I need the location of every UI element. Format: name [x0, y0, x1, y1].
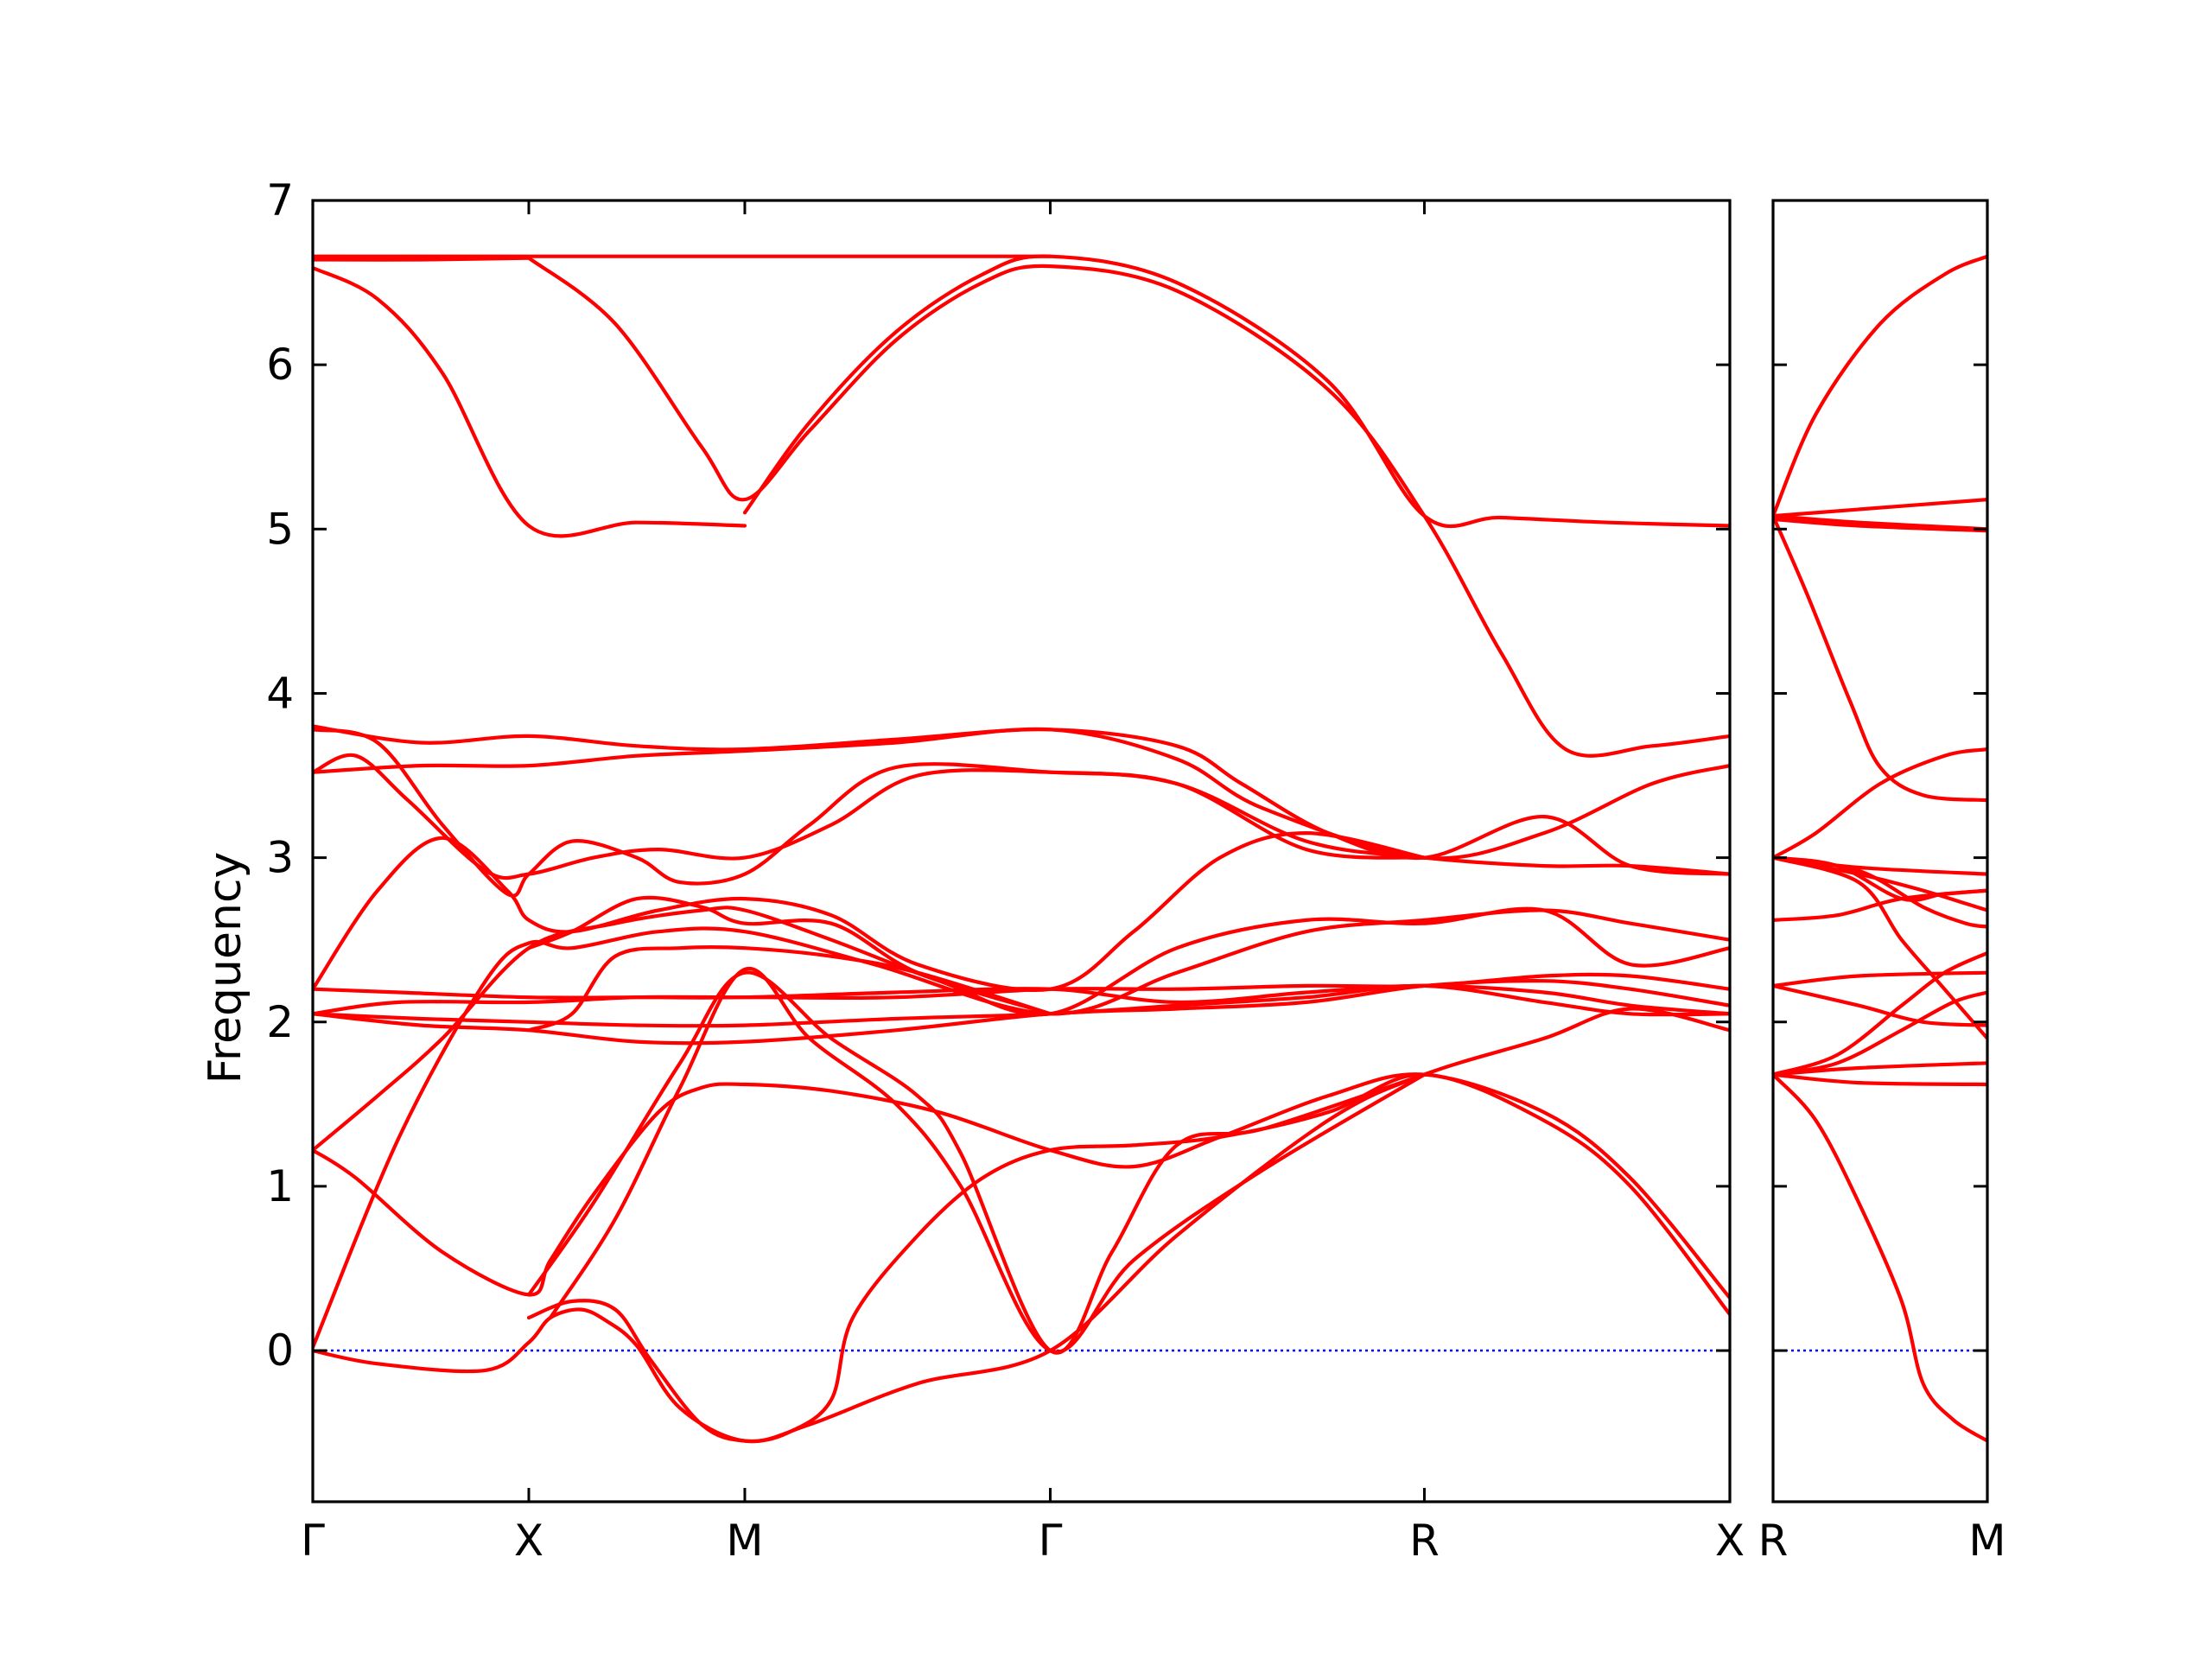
y-tick-label: 3 [266, 833, 294, 883]
phonon-band-13 [313, 727, 1730, 861]
y-tick-label: 7 [266, 175, 294, 226]
phonon-band-9 [526, 1072, 1730, 1444]
x-tick-label: R [1409, 1516, 1440, 1566]
phonon-band-13 [1773, 983, 1987, 1027]
phonon-band-15 [1773, 1072, 1987, 1087]
y-tick-label: 5 [266, 504, 294, 554]
phonon-band-2 [313, 265, 747, 538]
phonon-band-18 [1773, 1072, 1987, 1443]
phonon-band-5 [1773, 747, 1987, 860]
y-tick-label: 4 [266, 668, 294, 718]
phonon-band-3 [1773, 517, 1987, 533]
plot-frame [1771, 199, 1989, 1503]
y-tick-label: 0 [266, 1325, 294, 1376]
y-tick-label: 6 [266, 340, 294, 390]
phonon-band-4 [1773, 514, 1987, 803]
phonon-band-0 [1773, 254, 1987, 518]
phonon-band-10 [526, 970, 1427, 1355]
phonon-band-7 [313, 908, 1730, 1350]
phonon-band-17 [1773, 990, 1987, 1077]
x-tick-label: R [1758, 1516, 1789, 1566]
phonon-band-15 [313, 728, 1427, 898]
phonon-band-18 [313, 983, 1730, 1016]
y-axis-label: Frequency [200, 852, 251, 1084]
phonon-band-2 [1773, 514, 1987, 531]
y-tick-label: 2 [266, 997, 294, 1047]
phonon-band-8 [1773, 888, 1987, 922]
x-tick-label: X [1715, 1516, 1745, 1566]
phonon-band-1 [1773, 498, 1987, 518]
plot-frame [311, 199, 1732, 1503]
phonon-band-1 [313, 256, 531, 262]
phonon-band-12 [1773, 970, 1987, 988]
x-tick-label: M [726, 1516, 763, 1566]
x-tick-label: Γ [1039, 1516, 1063, 1566]
phonon-band-16 [1773, 950, 1987, 1077]
x-tick-label: Γ [301, 1516, 325, 1566]
x-tick-label: X [514, 1516, 543, 1566]
main-path-panel: 0 1 2 3 4 5 6 7 Γ X M Γ R X [266, 175, 1745, 1566]
phonon-band-11 [548, 966, 1427, 1354]
phonon-band-10 [1773, 855, 1987, 929]
phonon-band-3 [526, 256, 1730, 758]
phonon-band-8 [313, 1007, 1730, 1444]
y-tick-label: 1 [266, 1161, 294, 1211]
phonon-band-4 [742, 254, 1730, 529]
phonon-band-22 [526, 895, 1052, 1016]
phonon-band-14 [313, 753, 1730, 880]
phonon-band-12 [313, 724, 1730, 876]
x-tick-label: M [1968, 1516, 2005, 1566]
phonon-band-16 [313, 831, 1427, 992]
